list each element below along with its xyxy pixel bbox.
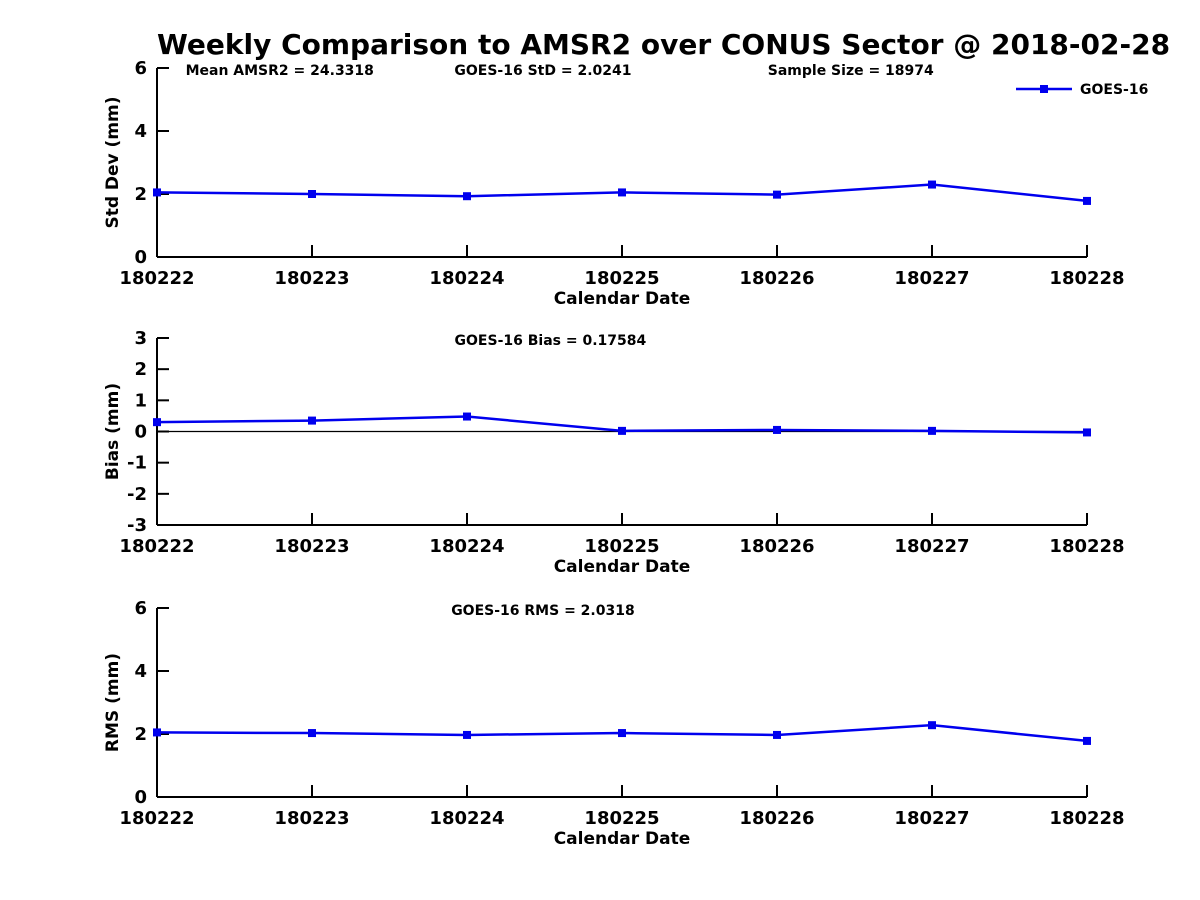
data-point-marker [618, 188, 626, 197]
x-tick-label: 180228 [1049, 808, 1124, 829]
y-tick-label: 0 [134, 422, 147, 443]
data-point-marker [618, 729, 626, 738]
x-axis-label: Calendar Date [554, 289, 691, 309]
legend-marker [1040, 85, 1048, 93]
y-tick-label: 3 [134, 328, 147, 349]
y-tick-label: -1 [127, 453, 147, 474]
figure-title: Weekly Comparison to AMSR2 over CONUS Se… [157, 28, 1171, 61]
data-point-marker [773, 425, 781, 434]
y-tick-label: 6 [134, 58, 147, 79]
x-tick-label: 180225 [584, 536, 659, 557]
stat-annotation: Sample Size = 18974 [768, 63, 934, 79]
data-point-marker [463, 730, 471, 739]
data-point-marker [1083, 428, 1091, 437]
x-tick-label: 180222 [119, 808, 194, 829]
data-point-marker [618, 426, 626, 435]
x-tick-label: 180226 [739, 808, 814, 829]
y-axis-label: Std Dev (mm) [103, 96, 123, 228]
y-axis-label: Bias (mm) [103, 383, 123, 480]
data-point-marker [153, 728, 161, 737]
y-tick-label: 1 [134, 390, 147, 411]
x-tick-label: 180224 [429, 536, 504, 557]
x-tick-label: 180222 [119, 268, 194, 289]
data-point-marker [463, 192, 471, 201]
data-point-marker [153, 418, 161, 427]
chart-bias: -3 -2 -1 0 1 2 3 180222 180223 180224 180225 180226… [103, 328, 1125, 577]
x-tick-label: 180227 [894, 536, 969, 557]
data-point-marker [773, 190, 781, 199]
data-point-marker [928, 721, 936, 730]
y-tick-label: 4 [134, 661, 147, 682]
y-tick-label: 4 [134, 121, 147, 142]
data-point-marker [308, 416, 316, 425]
x-axis-label: Calendar Date [554, 829, 691, 849]
x-tick-label: 180227 [894, 808, 969, 829]
y-tick-label: 0 [134, 787, 147, 808]
y-tick-label: 2 [134, 724, 147, 745]
chart-rms: 0 2 4 6 180222 180223 180224 180225 180226 180227… [103, 598, 1125, 849]
chart-std-dev: 0 2 4 6 180222 180223 180224 180225 180226 180227… [103, 58, 1125, 309]
data-point-marker [928, 426, 936, 435]
x-tick-label: 180225 [584, 268, 659, 289]
x-tick-label: 180226 [739, 268, 814, 289]
x-tick-label: 180225 [584, 808, 659, 829]
x-tick-label: 180224 [429, 268, 504, 289]
stat-annotation: GOES-16 Bias = 0.17584 [455, 333, 647, 349]
y-tick-label: -3 [127, 515, 147, 536]
x-tick-label: 180223 [274, 536, 349, 557]
legend: GOES-16 [1016, 82, 1148, 98]
x-tick-label: 180223 [274, 808, 349, 829]
stat-annotation: GOES-16 RMS = 2.0318 [451, 603, 635, 619]
data-point-marker [1083, 196, 1091, 205]
stat-annotation: GOES-16 StD = 2.0241 [454, 63, 631, 79]
data-point-marker [153, 188, 161, 197]
data-point-marker [773, 730, 781, 739]
y-tick-label: 6 [134, 598, 147, 619]
data-point-marker [308, 729, 316, 738]
y-tick-label: 2 [134, 359, 147, 380]
data-point-marker [1083, 736, 1091, 745]
y-axis-label: RMS (mm) [103, 653, 123, 752]
data-point-marker [463, 412, 471, 421]
legend-label: GOES-16 [1080, 82, 1148, 98]
y-tick-label: 2 [134, 184, 147, 205]
x-tick-label: 180224 [429, 808, 504, 829]
y-tick-label: 0 [134, 247, 147, 268]
data-point-marker [928, 180, 936, 189]
x-tick-label: 180227 [894, 268, 969, 289]
x-tick-label: 180228 [1049, 536, 1124, 557]
x-tick-label: 180223 [274, 268, 349, 289]
x-tick-label: 180222 [119, 536, 194, 557]
x-tick-label: 180228 [1049, 268, 1124, 289]
y-tick-label: -2 [127, 484, 147, 505]
x-axis-label: Calendar Date [554, 557, 691, 577]
stat-annotation: Mean AMSR2 = 24.3318 [186, 63, 374, 79]
x-tick-label: 180226 [739, 536, 814, 557]
data-point-marker [308, 190, 316, 198]
